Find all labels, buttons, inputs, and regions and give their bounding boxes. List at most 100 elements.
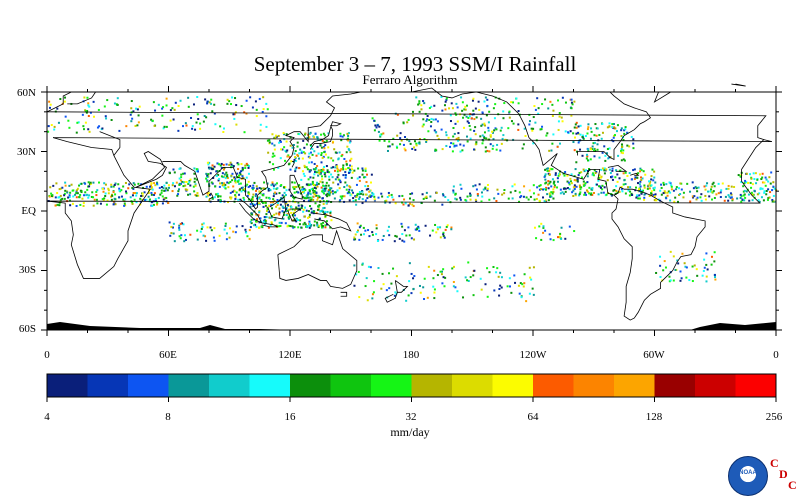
rain-pixel	[229, 197, 232, 200]
rain-pixel	[375, 227, 378, 230]
rain-pixel	[611, 126, 614, 129]
rain-pixel	[648, 187, 651, 190]
rain-pixel	[594, 123, 597, 126]
rain-pixel	[745, 181, 748, 184]
rain-pixel	[401, 201, 404, 204]
rain-pixel	[305, 225, 308, 228]
rain-pixel	[258, 97, 261, 100]
coastline	[261, 222, 279, 228]
rain-pixel	[501, 137, 504, 140]
rain-pixel	[331, 141, 334, 144]
rain-pixel	[243, 131, 246, 134]
rain-pixel	[642, 170, 645, 173]
rain-pixel	[638, 197, 641, 200]
coastline	[287, 208, 302, 222]
rain-pixel	[362, 193, 365, 196]
rain-pixel	[332, 181, 335, 184]
rain-pixel	[713, 273, 716, 276]
rain-pixel	[307, 199, 310, 202]
rain-pixel	[528, 189, 531, 192]
rain-pixel	[317, 152, 320, 155]
rain-pixel	[89, 111, 92, 114]
rain-pixel	[321, 225, 324, 228]
rain-pixel	[249, 220, 252, 223]
rain-pixel	[249, 205, 252, 208]
rain-pixel	[79, 203, 82, 206]
rain-pixel	[493, 117, 496, 120]
rain-pixel	[461, 149, 464, 152]
rain-pixel	[550, 195, 553, 198]
rain-pixel	[356, 222, 359, 225]
rain-pixel	[604, 169, 607, 172]
rain-pixel	[165, 125, 168, 128]
rain-pixel	[330, 173, 333, 176]
rain-pixel	[323, 173, 326, 176]
rain-pixel	[374, 124, 377, 127]
rain-pixel	[729, 192, 732, 195]
rain-pixel	[59, 198, 62, 201]
rain-pixel	[309, 183, 312, 186]
rain-pixel	[721, 182, 724, 185]
rain-pixel	[143, 191, 146, 194]
rain-pixel	[561, 120, 564, 123]
rain-pixel	[80, 182, 83, 185]
cdc-logo-letter-c2: C	[788, 478, 797, 492]
lat-label-60s: 60S	[18, 323, 36, 335]
rain-pixel	[323, 185, 326, 188]
rain-pixel	[321, 187, 324, 190]
rain-pixel	[556, 236, 559, 239]
rain-pixel	[171, 107, 174, 110]
rain-pixel	[259, 123, 262, 126]
rain-pixel	[614, 127, 617, 130]
rain-pixel	[648, 180, 651, 183]
rain-pixel	[228, 227, 231, 230]
rain-pixel	[338, 200, 341, 203]
rain-pixel	[422, 286, 425, 289]
rain-pixel	[587, 123, 590, 126]
rain-pixel	[217, 199, 220, 202]
rain-pixel	[425, 191, 428, 194]
rain-pixel	[662, 269, 665, 272]
rain-pixel	[273, 148, 276, 151]
rain-pixel	[559, 188, 562, 191]
rain-pixel	[193, 180, 196, 183]
rain-pixel	[150, 201, 153, 204]
rain-pixel	[63, 194, 66, 197]
rain-pixel	[486, 295, 489, 298]
rain-pixel	[313, 184, 316, 187]
rain-pixel	[132, 192, 135, 195]
rain-pixel	[649, 180, 652, 183]
rain-pixel	[445, 131, 448, 134]
rain-pixel	[428, 118, 431, 121]
rain-pixel	[332, 166, 335, 169]
rain-pixel	[760, 178, 763, 181]
rain-pixel	[290, 160, 293, 163]
rain-pixel	[450, 228, 453, 231]
rain-pixel	[178, 228, 181, 231]
rain-pixel	[551, 178, 554, 181]
rain-pixel	[361, 173, 364, 176]
rain-pixel	[751, 199, 754, 202]
rain-pixel	[291, 146, 294, 149]
rain-pixel	[213, 239, 216, 242]
rain-pixel	[765, 190, 768, 193]
rain-pixel	[211, 197, 214, 200]
antarctica-landmass	[690, 322, 776, 330]
rain-pixel	[484, 186, 487, 189]
rain-pixel	[299, 148, 302, 151]
rain-pixel	[508, 116, 511, 119]
rain-pixel	[483, 122, 486, 125]
rain-pixel	[308, 222, 311, 225]
rain-pixel	[273, 219, 276, 222]
rain-pixel	[231, 179, 234, 182]
rain-pixel	[181, 180, 184, 183]
rain-pixel	[533, 105, 536, 108]
rain-pixel	[744, 179, 747, 182]
rain-pixel	[570, 114, 573, 117]
rain-pixel	[448, 107, 451, 110]
rain-pixel	[308, 152, 311, 155]
rain-pixel	[259, 129, 262, 132]
rain-pixel	[430, 105, 433, 108]
rain-pixel	[480, 288, 483, 291]
coastline	[607, 164, 628, 172]
